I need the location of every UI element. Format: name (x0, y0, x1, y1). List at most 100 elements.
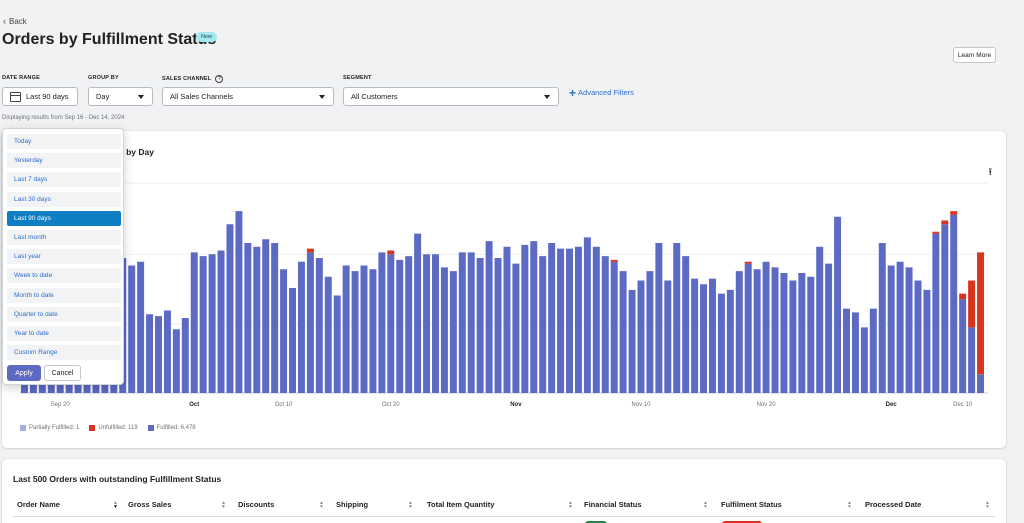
bar-fulfilled (646, 271, 654, 394)
bar-unfulfilled (977, 252, 985, 375)
bar-unfulfilled (306, 248, 314, 253)
bar-fulfilled (708, 278, 716, 393)
chart-legend: Partially Fulfilled: 1 Unfulfilled: 119 … (20, 425, 196, 431)
learn-more-button[interactable]: Learn More (953, 47, 996, 63)
date-option-last-month[interactable]: Last month (7, 230, 121, 245)
orders-table-card: Last 500 Orders with outstanding Fulfill… (2, 459, 1006, 523)
date-option-last-7-days[interactable]: Last 7 days (7, 172, 121, 188)
sort-icon[interactable]: ▲ ▼ (408, 500, 413, 510)
bar-fulfilled (172, 329, 180, 393)
bar-fulfilled (226, 224, 234, 393)
caret-down-icon (544, 95, 550, 99)
column-header-gross-sales[interactable]: Gross Sales (128, 500, 172, 509)
bar-fulfilled (610, 261, 618, 393)
new-badge: New (196, 32, 218, 42)
bar-fulfilled (977, 374, 985, 393)
bar-fulfilled (324, 276, 332, 393)
table-title: Last 500 Orders with outstanding Fulfill… (13, 474, 222, 484)
x-tick-label: Oct (189, 402, 199, 408)
chevron-left-icon: ‹ (3, 16, 6, 26)
bar-fulfilled (753, 269, 761, 393)
bar-unfulfilled (932, 231, 940, 234)
bar-fulfilled (289, 288, 297, 393)
apply-button[interactable]: Apply (7, 365, 41, 381)
bar-fulfilled (557, 248, 565, 394)
date-option-quarter-to-date[interactable]: Quarter to date (7, 306, 121, 322)
date-range-button[interactable]: Last 90 days (2, 87, 78, 106)
advanced-filters-link[interactable]: + Advanced Filters (569, 85, 634, 100)
bar-fulfilled (628, 289, 636, 394)
date-range-dropdown: Apply Cancel Today Yesterday Last 7 days La… (2, 128, 124, 385)
bar-unfulfilled (941, 220, 949, 225)
sort-icon[interactable]: ▲ ▼ (985, 500, 990, 510)
legend-partially-fulfilled[interactable]: Partially Fulfilled: 1 (20, 425, 79, 431)
column-header-processed-date[interactable]: Processed Date (865, 500, 922, 509)
bar-unfulfilled (387, 250, 395, 255)
bar-fulfilled (521, 244, 529, 394)
bar-fulfilled (280, 269, 288, 393)
segment-select[interactable]: All Customers (343, 87, 559, 106)
calendar-icon (10, 91, 21, 102)
cancel-button[interactable]: Cancel (44, 365, 81, 381)
bar-fulfilled (932, 233, 940, 394)
bar-fulfilled (726, 289, 734, 394)
column-header-order-name[interactable]: Order Name (17, 500, 60, 509)
plus-icon: + (569, 85, 577, 100)
sort-icon[interactable]: ▲ ▼ (319, 500, 324, 510)
date-option-last-30-days[interactable]: Last 30 days (7, 191, 121, 207)
sales-channel-select[interactable]: All Sales Channels (162, 87, 334, 106)
x-tick-label: Dec (886, 402, 898, 408)
bar-fulfilled (244, 243, 252, 393)
bar-unfulfilled (959, 293, 967, 300)
sort-icon[interactable]: ▲ ▼ (221, 500, 226, 510)
column-header-fulfilment-status[interactable]: Fulfilment Status (721, 500, 782, 509)
group-by-select[interactable]: Day (88, 87, 153, 106)
sort-icon[interactable]: ▲ ▼ (703, 500, 708, 510)
date-range-value: Last 90 days (26, 92, 69, 101)
column-header-total-item-quantity[interactable]: Total Item Quantity (427, 500, 495, 509)
bar-fulfilled (342, 265, 350, 393)
legend-unfulfilled[interactable]: Unfulfilled: 119 (89, 425, 138, 431)
x-tick-label: Oct 20 (382, 402, 400, 408)
bar-fulfilled (449, 271, 457, 394)
advanced-filters-label: Advanced Filters (578, 88, 634, 97)
date-option-week-to-date[interactable]: Week to date (7, 268, 121, 284)
column-header-financial-status[interactable]: Financial Status (584, 500, 642, 509)
caret-down-icon (319, 95, 325, 99)
sort-icon[interactable]: ▲ ▼ (568, 500, 573, 510)
date-option-today[interactable]: Today (7, 134, 121, 149)
orders-bar-chart: Sep 20 Oct Oct 10 Oct 20 Nov Nov 10 Nov 20 Dec D… (20, 182, 988, 408)
bar-fulfilled (414, 233, 422, 394)
bar-fulfilled (163, 310, 171, 393)
bar-fulfilled (771, 267, 779, 394)
group-by-value: Day (96, 92, 110, 101)
bar-fulfilled (950, 214, 958, 394)
date-option-last-year[interactable]: Last year (7, 249, 121, 265)
date-option-yesterday[interactable]: Yesterday (7, 153, 121, 169)
sort-desc-icon[interactable]: ▲ ▼ (113, 500, 118, 510)
date-option-custom-range[interactable]: Custom Range (7, 345, 121, 361)
back-link[interactable]: ‹ Back (3, 16, 27, 26)
help-icon[interactable]: ? (215, 75, 224, 83)
bar-fulfilled (423, 254, 431, 393)
column-header-shipping[interactable]: Shipping (336, 500, 369, 509)
date-option-last-90-days[interactable]: Last 90 days (7, 210, 121, 226)
upload-icon[interactable]: ⭱ (988, 167, 993, 178)
sort-icon[interactable]: ▲ ▼ (847, 500, 852, 510)
bar-fulfilled (315, 258, 323, 393)
legend-fulfilled[interactable]: Fulfilled: 6,478 (147, 425, 196, 431)
bar-fulfilled (253, 246, 261, 393)
bar-fulfilled (396, 259, 404, 394)
bar-unfulfilled (744, 261, 752, 264)
date-option-month-to-date[interactable]: Month to date (7, 287, 121, 303)
bar-fulfilled (146, 314, 154, 393)
bar-fulfilled (896, 261, 904, 393)
x-tick-label: Nov 10 (631, 402, 651, 408)
bar-fulfilled (235, 211, 243, 394)
bar-fulfilled (199, 256, 207, 394)
date-option-year-to-date[interactable]: Year to date (7, 326, 121, 341)
column-header-discounts[interactable]: Discounts (238, 500, 275, 509)
displaying-results-text: Displaying results from Sep 16 - Dec 14,… (2, 115, 125, 121)
bar-fulfilled (825, 263, 833, 394)
bar-fulfilled (333, 295, 341, 393)
